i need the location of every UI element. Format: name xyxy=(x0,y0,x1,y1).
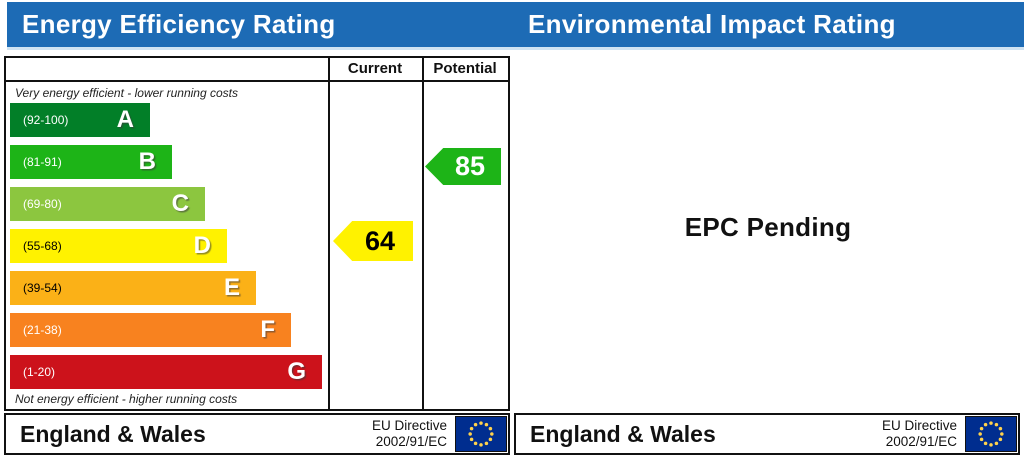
bottom-note: Not energy efficient - higher running co… xyxy=(15,392,238,406)
top-note: Very energy efficient - lower running co… xyxy=(15,86,238,100)
potential-column-header: Potential xyxy=(433,60,497,77)
eu-directive-line2: 2002/91/EC xyxy=(885,434,957,449)
region-label: England & Wales xyxy=(20,420,206,447)
eu-directive-line1: EU Directive xyxy=(371,417,447,433)
current-column-header: Current xyxy=(347,60,403,77)
header-bar xyxy=(7,2,1024,47)
eu-directive-text: EU Directive 2002/91/EC xyxy=(882,418,957,450)
footer-left: England & Wales EU Directive 2002/91/EC xyxy=(4,413,510,455)
band-range-label: (39-54) xyxy=(23,281,62,295)
band-letter: C xyxy=(171,190,189,217)
band-row-b: (81-91) B xyxy=(10,145,172,179)
band-range-label: (81-91) xyxy=(23,155,62,169)
region-label: England & Wales xyxy=(530,420,716,447)
chart-column-headers xyxy=(6,58,508,82)
potential-rating-arrow: 85 xyxy=(425,148,501,185)
band-row-f: (21-38) F xyxy=(10,313,291,347)
band-range-label: (92-100) xyxy=(23,113,69,127)
band-row-e: (39-54) E xyxy=(10,271,256,305)
band-row-d: (55-68) D xyxy=(10,229,227,263)
band-row-g: (1-20) G xyxy=(10,355,322,389)
band-range-label: (55-68) xyxy=(23,239,62,253)
eu-flag-icon xyxy=(965,416,1017,452)
eu-directive-line1: EU Directive xyxy=(881,417,957,433)
epc-pending-text: EPC Pending xyxy=(684,212,852,242)
band-range-label: (69-80) xyxy=(23,197,62,211)
band-letter: A xyxy=(116,106,134,133)
potential-rating-value: 85 xyxy=(454,151,486,181)
eu-directive-text: EU Directive 2002/91/EC xyxy=(372,418,447,450)
environmental-rating-title: Environmental Impact Rating xyxy=(528,9,896,39)
current-rating-value: 64 xyxy=(364,225,396,256)
eu-directive-line2: 2002/91/EC xyxy=(375,434,447,449)
band-letter: B xyxy=(138,148,156,175)
band-row-c: (69-80) C xyxy=(10,187,205,221)
energy-rating-title: Energy Efficiency Rating xyxy=(22,9,336,39)
band-range-label: (1-20) xyxy=(23,365,56,379)
band-letter: F xyxy=(260,316,275,343)
band-range-label: (21-38) xyxy=(23,323,62,337)
band-letter: E xyxy=(223,274,240,301)
eu-flag-icon xyxy=(455,416,507,452)
band-letter: D xyxy=(193,232,211,259)
band-letter: G xyxy=(287,358,306,385)
current-rating-arrow: 64 xyxy=(333,221,413,261)
column-divider xyxy=(328,58,330,409)
footer-right: England & Wales EU Directive 2002/91/EC xyxy=(514,413,1020,455)
energy-rating-chart: Current Potential Very energy efficient … xyxy=(4,56,510,411)
column-divider xyxy=(422,58,424,409)
header-bar-edge xyxy=(7,47,1024,50)
band-row-a: (92-100) A xyxy=(10,103,150,137)
